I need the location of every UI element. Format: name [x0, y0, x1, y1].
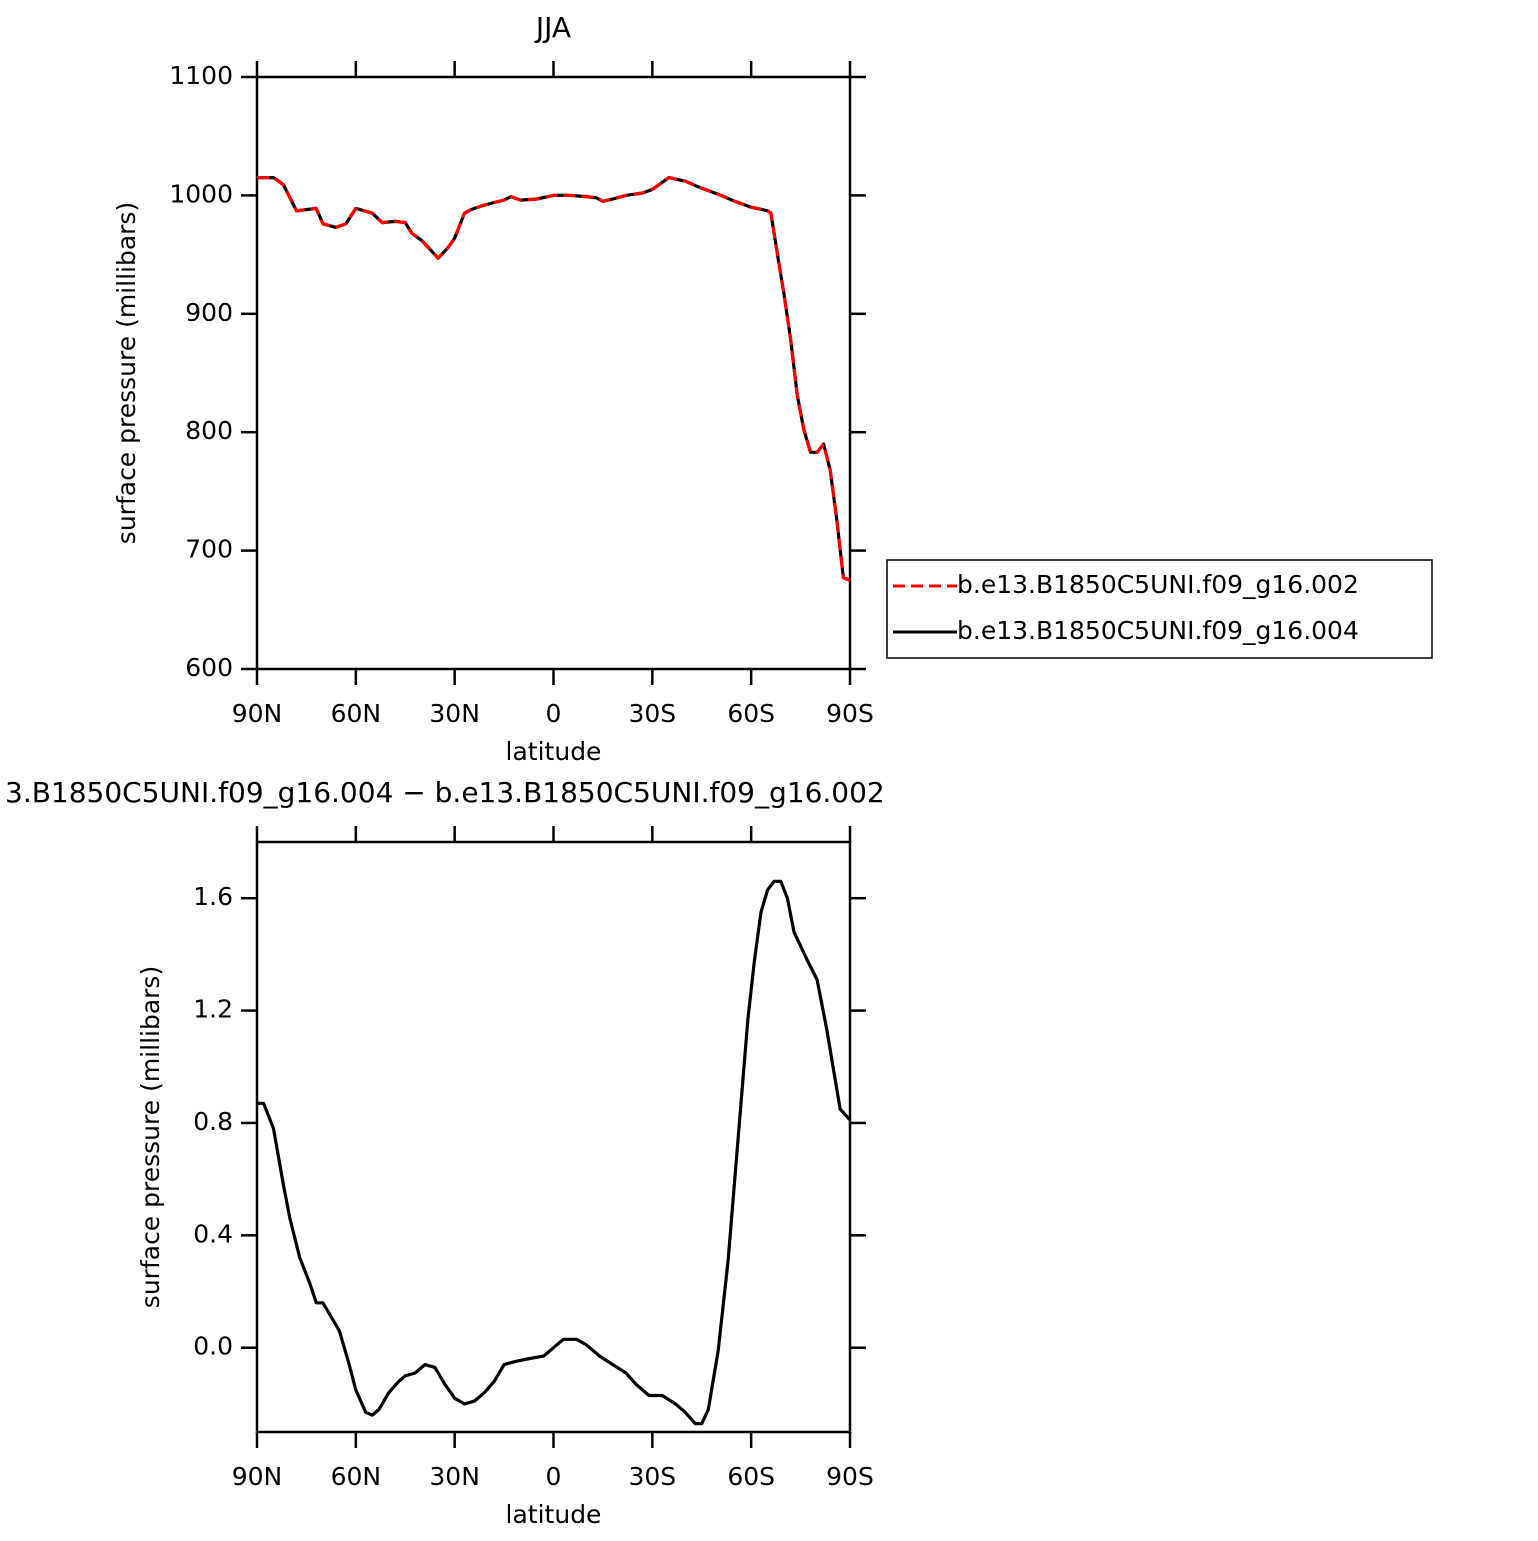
x-tick-label: 30N: [429, 699, 480, 728]
data-line: [257, 879, 852, 1426]
panel: 3.B1850C5UNI.f09_g16.004 − b.e13.B1850C5…: [5, 776, 885, 1529]
x-tick-label: 30N: [429, 1462, 480, 1491]
x-tick-label: 90S: [826, 1462, 874, 1491]
y-tick-label: 600: [185, 653, 233, 682]
chart-title: 3.B1850C5UNI.f09_g16.004 − b.e13.B1850C5…: [5, 776, 885, 809]
x-tick-label: 60N: [331, 1462, 382, 1491]
chart-title: JJA: [534, 11, 571, 44]
legend-label: b.e13.B1850C5UNI.f09_g16.004: [957, 616, 1359, 645]
x-tick-label: 90N: [232, 1462, 283, 1491]
plot-frame: [255, 75, 852, 671]
y-tick-label: 1.6: [193, 882, 233, 911]
y-tick-label: 0.0: [193, 1332, 233, 1361]
x-tick-label: 60S: [727, 1462, 775, 1491]
y-tick-label: 0.4: [193, 1219, 233, 1248]
y-tick-label: 800: [185, 416, 233, 445]
x-tick-label: 30S: [628, 699, 676, 728]
y-tick-label: 1000: [169, 179, 233, 208]
y-tick-label: 900: [185, 298, 233, 327]
y-axis-label: surface pressure (millibars): [136, 966, 165, 1308]
x-tick-label: 60S: [727, 699, 775, 728]
y-tick-label: 1.2: [193, 995, 233, 1024]
legend-box: [886, 559, 1433, 659]
y-tick-label: 1100: [169, 61, 233, 90]
x-tick-label: 90S: [826, 699, 874, 728]
x-axis-label: latitude: [506, 737, 602, 766]
panel: JJA 600 700 800 900 1000 1100 90N 60N 30N 0 30S 60S 9…: [112, 11, 1433, 766]
x-axis-label: latitude: [506, 1500, 602, 1529]
y-axis-label: surface pressure (millibars): [112, 202, 141, 544]
data-line: [257, 176, 851, 582]
x-tick-label: 60N: [331, 699, 382, 728]
y-tick-label: 700: [185, 535, 233, 564]
x-tick-label: 90N: [232, 699, 283, 728]
data-line: [257, 176, 851, 582]
x-tick-label: 0: [546, 1462, 562, 1491]
y-tick-label: 0.8: [193, 1107, 233, 1136]
plot-frame: [255, 840, 852, 1434]
legend-label: b.e13.B1850C5UNI.f09_g16.002: [957, 570, 1359, 599]
x-tick-label: 30S: [628, 1462, 676, 1491]
x-tick-label: 0: [546, 699, 562, 728]
